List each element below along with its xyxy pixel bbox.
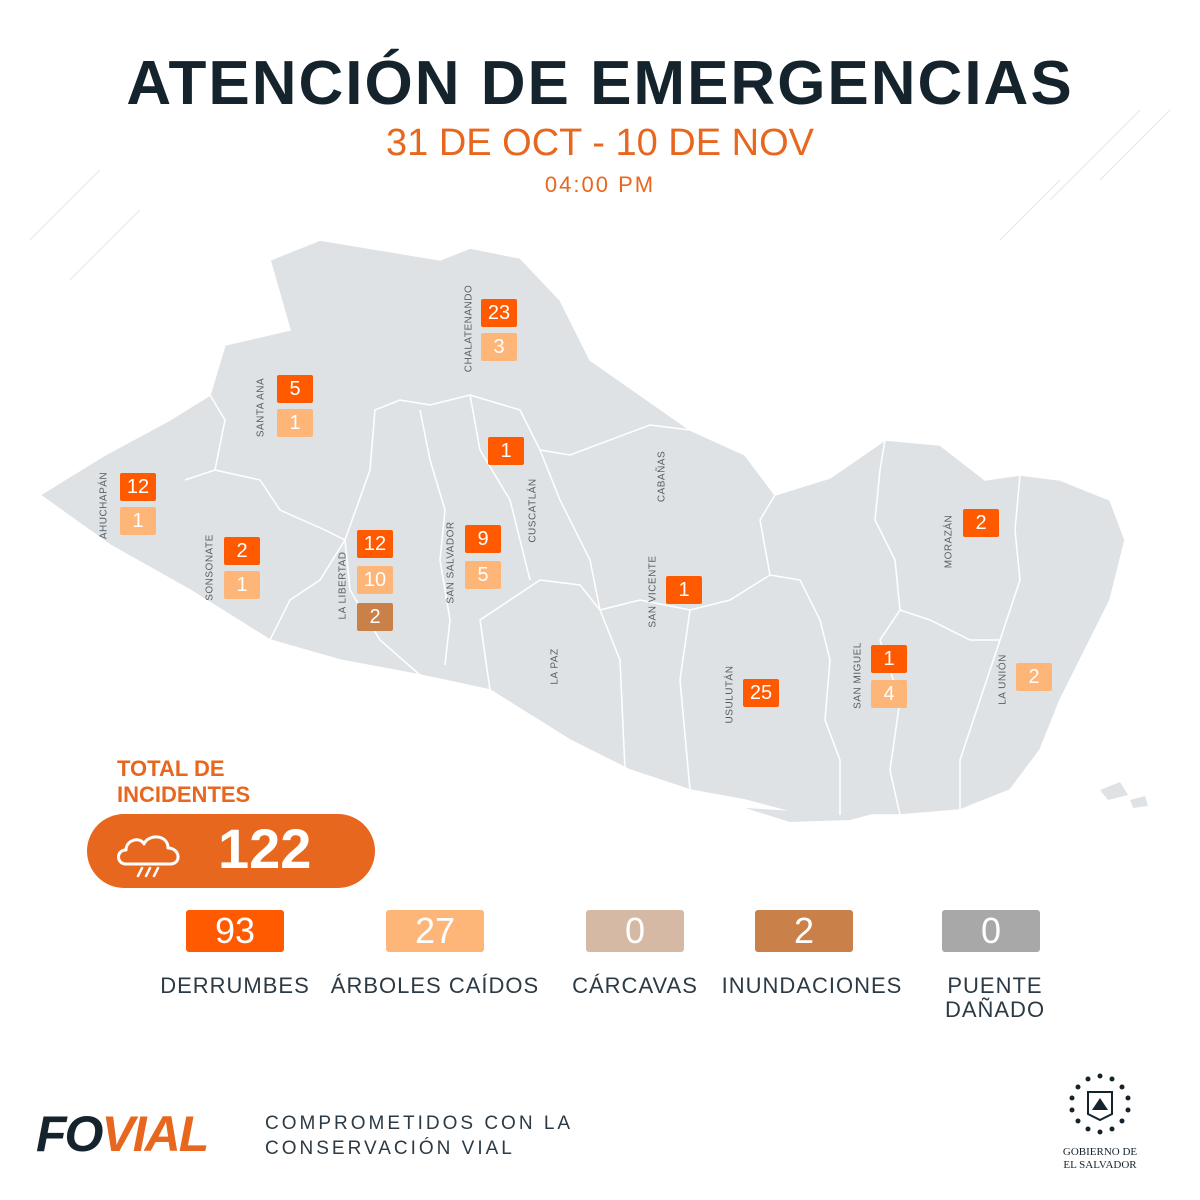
government-label: GOBIERNO DE EL SALVADOR — [1040, 1146, 1160, 1172]
fovial-logo-fo: FO — [36, 1106, 103, 1162]
fovial-logo: FOVIAL — [36, 1105, 209, 1163]
total-pill — [87, 814, 375, 888]
badge-sonsonate-arboles: 1 — [224, 571, 260, 599]
tagline-line2: CONSERVACIÓN VIAL — [265, 1138, 515, 1159]
fovial-logo-vial: VIAL — [101, 1106, 209, 1162]
badge-la-libertad-arboles: 10 — [357, 566, 393, 594]
summary-puente-label: PUENTE DAÑADO — [905, 974, 1085, 1022]
total-label-line2: INCIDENTES — [117, 782, 251, 807]
dept-label-chalatenango: CHALATENANDO — [463, 284, 475, 373]
dept-label-la-union: LA UNIÓN — [997, 654, 1009, 705]
badge-usulutan-derrumbes: 25 — [743, 679, 779, 707]
summary-derrumbes-value: 93 — [186, 910, 284, 952]
date-range: 31 DE OCT - 10 DE NOV — [386, 122, 814, 164]
badge-la-libertad-derrumbes: 12 — [357, 530, 393, 558]
summary-puente-label-line1: PUENTE — [947, 973, 1043, 998]
badge-san-salvador-derrumbes: 9 — [465, 525, 501, 553]
dept-label-usulutan: USULUTÁN — [724, 665, 736, 724]
badge-san-salvador-arboles: 5 — [465, 561, 501, 589]
tagline: COMPROMETIDOS CON LA CONSERVACIÓN VIAL — [265, 1111, 573, 1161]
government-label-line2: EL SALVADOR — [1063, 1159, 1137, 1171]
coast-islands — [745, 782, 1148, 822]
page-title: ATENCIÓN DE EMERGENCIAS — [126, 49, 1074, 118]
dept-label-cabanas: CABAÑAS — [656, 450, 668, 503]
summary-puente-label-line2: DAÑADO — [944, 997, 1046, 1022]
summary-carcavas-label: CÁRCAVAS — [572, 973, 698, 998]
total-value: 122 — [218, 817, 312, 880]
report-time: 04:00 PM — [544, 172, 656, 197]
summary-derrumbes-label: DERRUMBES — [160, 973, 310, 998]
badge-san-miguel-derrumbes: 1 — [871, 645, 907, 673]
summary-arboles-label: ÁRBOLES CAÍDOS — [330, 973, 540, 998]
government-seal-icon — [1069, 1073, 1131, 1135]
badge-santa-ana-derrumbes: 5 — [277, 375, 313, 403]
badge-la-union-arboles: 2 — [1016, 663, 1052, 691]
dept-label-la-libertad: LA LIBERTAD — [337, 551, 349, 620]
badge-chalatenango-derrumbes: 23 — [481, 299, 517, 327]
badge-san-vicente-derrumbes: 1 — [666, 576, 702, 604]
summary-inundaciones-value: 2 — [755, 910, 853, 952]
total-label: TOTAL DE INCIDENTES — [117, 756, 250, 808]
summary-puente-value: 0 — [942, 910, 1040, 952]
dept-label-san-vicente: SAN VICENTE — [647, 555, 659, 628]
badge-chalatenango-arboles: 3 — [481, 333, 517, 361]
badge-san-miguel-arboles: 4 — [871, 680, 907, 708]
badge-la-libertad-inundaciones: 2 — [357, 603, 393, 631]
dept-label-la-paz: LA PAZ — [549, 648, 561, 685]
badge-sonsonate-derrumbes: 2 — [224, 537, 260, 565]
tagline-line1: COMPROMETIDOS CON LA — [265, 1113, 574, 1134]
dept-label-san-salvador: SAN SALVADOR — [445, 521, 457, 604]
summary-inundaciones-label: INUNDACIONES — [721, 973, 903, 998]
rain-cloud-icon — [117, 835, 180, 878]
badge-cuscatlan-derrumbes: 1 — [488, 437, 524, 465]
dept-label-cuscatlan: CUSCATLÁN — [527, 478, 539, 543]
dept-label-san-miguel: SAN MIGUEL — [852, 642, 864, 709]
department-borders — [184, 394, 1021, 816]
total-label-line1: TOTAL DE — [117, 756, 225, 781]
dept-label-santa-ana: SANTA ANA — [255, 377, 267, 438]
dept-label-morazan: MORAZÁN — [943, 514, 955, 569]
government-label-line1: GOBIERNO DE — [1062, 1146, 1138, 1158]
badge-ahuchapan-derrumbes: 12 — [120, 473, 156, 501]
dept-label-sonsonate: SONSONATE — [204, 534, 216, 601]
summary-arboles-value: 27 — [386, 910, 484, 952]
dept-label-ahuchapan: AHUCHAPÁN — [98, 471, 110, 540]
summary-carcavas-value: 0 — [586, 910, 684, 952]
badge-morazan-derrumbes: 2 — [963, 509, 999, 537]
badge-ahuchapan-arboles: 1 — [120, 507, 156, 535]
badge-santa-ana-arboles: 1 — [277, 409, 313, 437]
